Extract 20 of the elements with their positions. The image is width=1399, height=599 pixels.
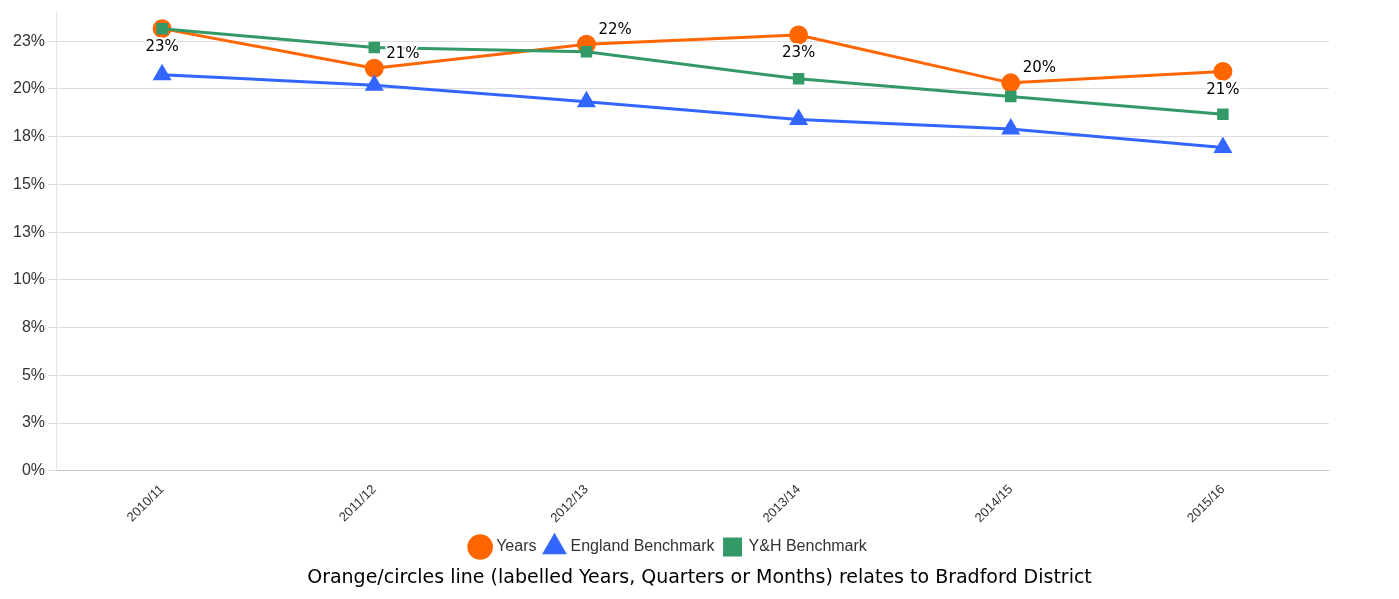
y-tick-label: 15% <box>12 174 46 192</box>
y-tick-label: 3% <box>21 413 46 431</box>
data-label: 21% <box>1206 79 1240 98</box>
y-tick-label: 18% <box>12 127 46 145</box>
data-label: 23% <box>781 43 816 62</box>
legend-label: Years <box>496 537 537 555</box>
y-tick-label: 20% <box>12 79 46 97</box>
y-tick-label: 5% <box>21 365 46 383</box>
y-tick-label: 23% <box>12 31 46 49</box>
data-label: 22% <box>598 19 632 38</box>
y-tick-label: 8% <box>21 317 46 335</box>
y-tick-label: 13% <box>12 222 46 240</box>
data-label: 20% <box>1022 58 1057 77</box>
legend-label: England Benchmark <box>570 537 716 555</box>
data-label: 21% <box>386 43 420 62</box>
data-label: 23% <box>145 37 179 56</box>
legend-label: Y&H Benchmark <box>748 537 868 555</box>
y-tick-label: 10% <box>12 270 46 288</box>
y-tick-label: 0% <box>21 461 46 479</box>
text: Orange/circles line (labelled Years, Quarters or Months) relates to Bradford District <box>306 565 1093 587</box>
